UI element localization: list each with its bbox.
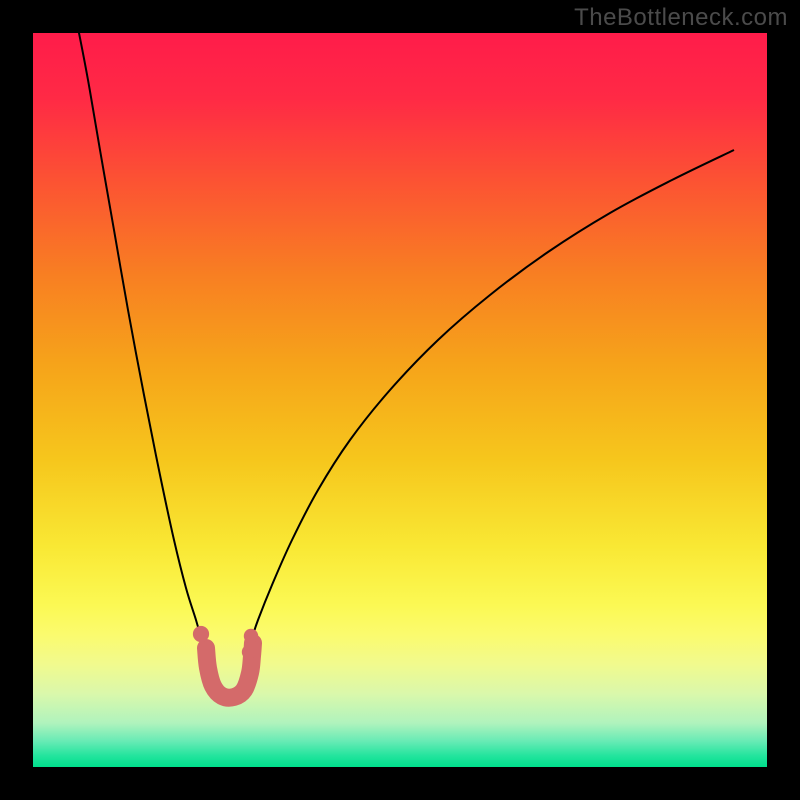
minimum-marker-dot-right-2 (242, 645, 256, 659)
minimum-marker-dot-left (193, 626, 209, 642)
chart-svg (0, 0, 800, 800)
minimum-marker-dot-right-1 (244, 629, 258, 643)
watermark-text: TheBottleneck.com (574, 4, 788, 32)
canvas-frame (0, 0, 800, 800)
plot-gradient-background (33, 33, 767, 767)
